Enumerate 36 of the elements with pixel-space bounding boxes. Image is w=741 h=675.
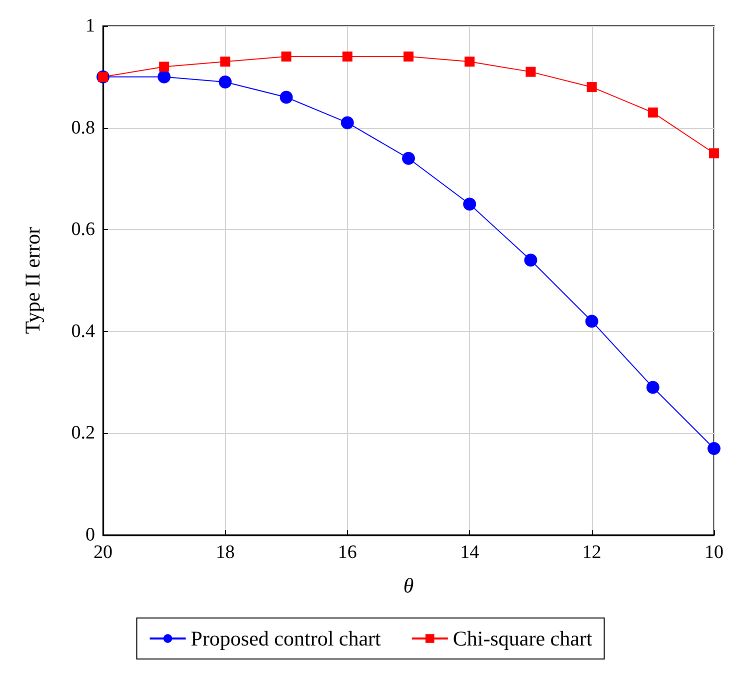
legend-label: Proposed control chart xyxy=(190,626,382,650)
x-tick-label: 10 xyxy=(704,542,724,563)
point xyxy=(709,148,719,158)
x-tick-label: 12 xyxy=(582,542,602,563)
point xyxy=(281,52,292,62)
point xyxy=(648,108,658,118)
point xyxy=(464,56,475,67)
x-tick-label: 18 xyxy=(216,542,235,563)
y-tick-label: 0.2 xyxy=(71,422,95,444)
y-tick-label: 1 xyxy=(86,16,95,36)
point xyxy=(524,254,538,267)
point xyxy=(526,66,536,77)
y-tick-label: 0.4 xyxy=(71,320,96,342)
point xyxy=(158,70,171,84)
x-tick-label: 20 xyxy=(94,542,112,563)
point xyxy=(220,56,230,67)
point xyxy=(159,62,170,72)
point xyxy=(586,82,597,92)
point xyxy=(342,52,352,62)
point xyxy=(646,380,660,394)
y-tick-label: 0 xyxy=(86,524,95,546)
point xyxy=(585,314,598,328)
point xyxy=(463,198,476,211)
point xyxy=(708,442,720,455)
x-tick-label: 16 xyxy=(338,542,357,563)
y-axis-title: Type II error xyxy=(20,227,44,334)
y-tick-label: 0.6 xyxy=(71,219,95,240)
x-axis-title: θ xyxy=(403,574,414,598)
x-tick-label: 14 xyxy=(460,542,480,563)
point xyxy=(218,75,232,88)
y-tick-label: 0.8 xyxy=(71,117,95,138)
point xyxy=(280,90,293,104)
point xyxy=(404,52,414,62)
legend-label: Chi-square chart xyxy=(452,626,592,650)
point xyxy=(402,152,415,165)
point xyxy=(340,116,354,130)
